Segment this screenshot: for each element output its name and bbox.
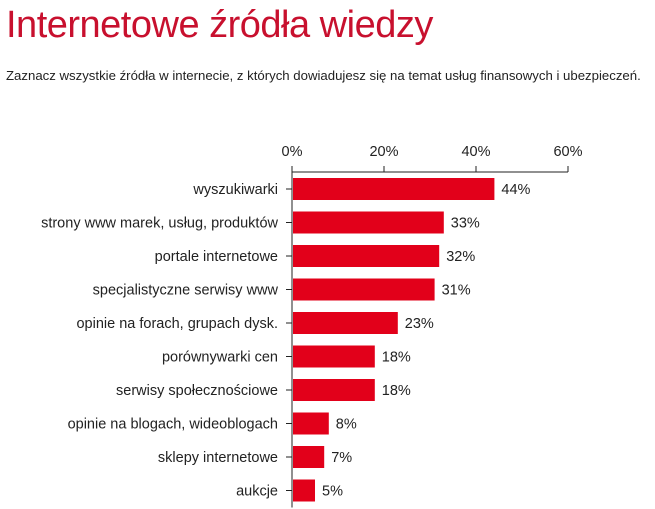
value-label: 23% xyxy=(405,316,434,332)
category-label: specjalistyczne serwisy www xyxy=(93,283,279,299)
bar xyxy=(293,278,435,301)
category-label: aukcje xyxy=(236,484,278,500)
category-label: strony www marek, usług, produktów xyxy=(41,216,278,232)
bar xyxy=(293,379,375,401)
category-label: portale internetowe xyxy=(155,249,278,265)
value-label: 44% xyxy=(501,182,530,198)
bar xyxy=(293,345,375,368)
value-label: 32% xyxy=(446,249,475,265)
category-label: wyszukiwarki xyxy=(192,182,278,198)
value-label: 31% xyxy=(442,283,471,299)
category-label: sklepy internetowe xyxy=(158,450,278,466)
value-label: 7% xyxy=(331,450,352,466)
category-label: porównywarki cen xyxy=(162,350,278,366)
chart-subtitle: Zaznacz wszystkie źródła w internecie, z… xyxy=(6,68,641,83)
bar xyxy=(293,312,398,334)
category-label: opinie na forach, grupach dysk. xyxy=(76,316,278,332)
bar xyxy=(293,412,329,435)
value-label: 8% xyxy=(336,417,357,433)
bar xyxy=(293,446,325,468)
value-label: 18% xyxy=(382,350,411,366)
bar xyxy=(293,245,440,267)
value-label: 18% xyxy=(382,383,411,399)
category-label: serwisy społecznościowe xyxy=(116,383,278,399)
value-label: 33% xyxy=(451,216,480,232)
x-tick-label: 40% xyxy=(461,144,490,160)
x-tick-label: 60% xyxy=(553,144,582,160)
x-tick-label: 0% xyxy=(282,144,303,160)
chart-title: Internetowe źródła wiedzy xyxy=(6,4,433,46)
bar xyxy=(293,479,315,502)
category-label: opinie na blogach, wideoblogach xyxy=(68,417,278,433)
value-label: 5% xyxy=(322,484,343,500)
x-tick-label: 20% xyxy=(369,144,398,160)
bar xyxy=(293,211,444,234)
bar xyxy=(293,178,495,200)
